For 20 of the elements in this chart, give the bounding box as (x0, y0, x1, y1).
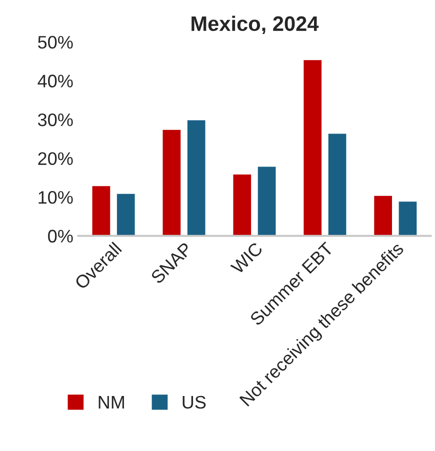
y-tick-label: 40% (38, 74, 73, 88)
y-tick-label: 0% (48, 230, 73, 243)
x-tick-label: WIC (230, 242, 264, 275)
bar (186, 118, 207, 236)
bar (116, 192, 136, 236)
y-tick-label: 10% (38, 191, 73, 204)
bar (397, 200, 418, 236)
legend-label: US (182, 396, 206, 409)
bar (232, 173, 252, 236)
bar (326, 132, 348, 236)
bar (90, 184, 112, 236)
bar (161, 128, 182, 236)
y-tick-label: 50% (38, 36, 73, 49)
y-tick-label: 30% (38, 113, 73, 126)
y-tick-label: 20% (38, 152, 73, 166)
legend-label: NM (98, 396, 124, 408)
bar (302, 58, 323, 236)
chart-title: Mexico, 2024 (192, 16, 319, 34)
bar (256, 165, 278, 236)
bar (372, 194, 394, 236)
